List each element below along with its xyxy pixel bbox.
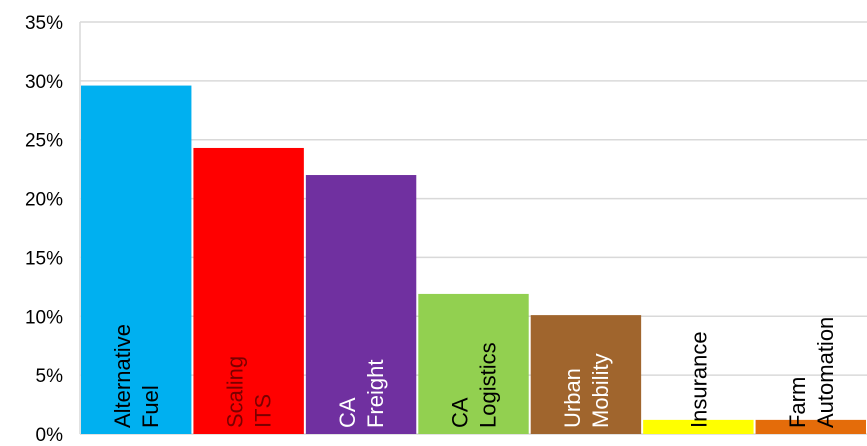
bar — [305, 175, 417, 434]
bar — [418, 293, 529, 434]
bar-category-label: Scaling — [223, 356, 248, 428]
bar-category-label: Logistics — [476, 342, 501, 428]
y-tick-label: 10% — [25, 307, 63, 328]
bar — [643, 419, 754, 434]
bar-category-label: ITS — [251, 394, 276, 428]
bar — [193, 147, 304, 434]
bar-category-label: Mobility — [588, 353, 613, 428]
bar — [755, 419, 866, 434]
y-tick-label: 0% — [36, 425, 64, 446]
bar-labels: Alternative Fuel Scaling ITS CA Freight CA Logi… — [110, 317, 838, 428]
bar-category-label: CA — [448, 397, 473, 428]
y-tick-label: 35% — [25, 13, 63, 34]
bar-category-label: Insurance — [686, 331, 711, 428]
y-tick-label: 20% — [25, 190, 63, 211]
bar-category-label: Fuel — [138, 385, 163, 428]
bar-category-label: Alternative — [110, 324, 135, 428]
bar-category-label: Automation — [813, 317, 838, 428]
y-tick-label: 5% — [36, 366, 64, 387]
y-tick-label: 30% — [25, 72, 63, 93]
bar-category-label: CA — [335, 397, 360, 428]
bar — [530, 315, 642, 434]
bars — [81, 85, 866, 435]
y-tick-label: 25% — [25, 131, 63, 152]
y-axis-tick-labels: 0% 5% 10% 15% 20% 25% 30% 35% — [25, 13, 63, 446]
y-tick-label: 15% — [25, 248, 63, 269]
bar — [81, 85, 192, 435]
bar-category-label: Freight — [363, 360, 388, 428]
bar-category-label: Urban — [560, 368, 585, 428]
bar-category-label: Farm — [785, 377, 810, 428]
